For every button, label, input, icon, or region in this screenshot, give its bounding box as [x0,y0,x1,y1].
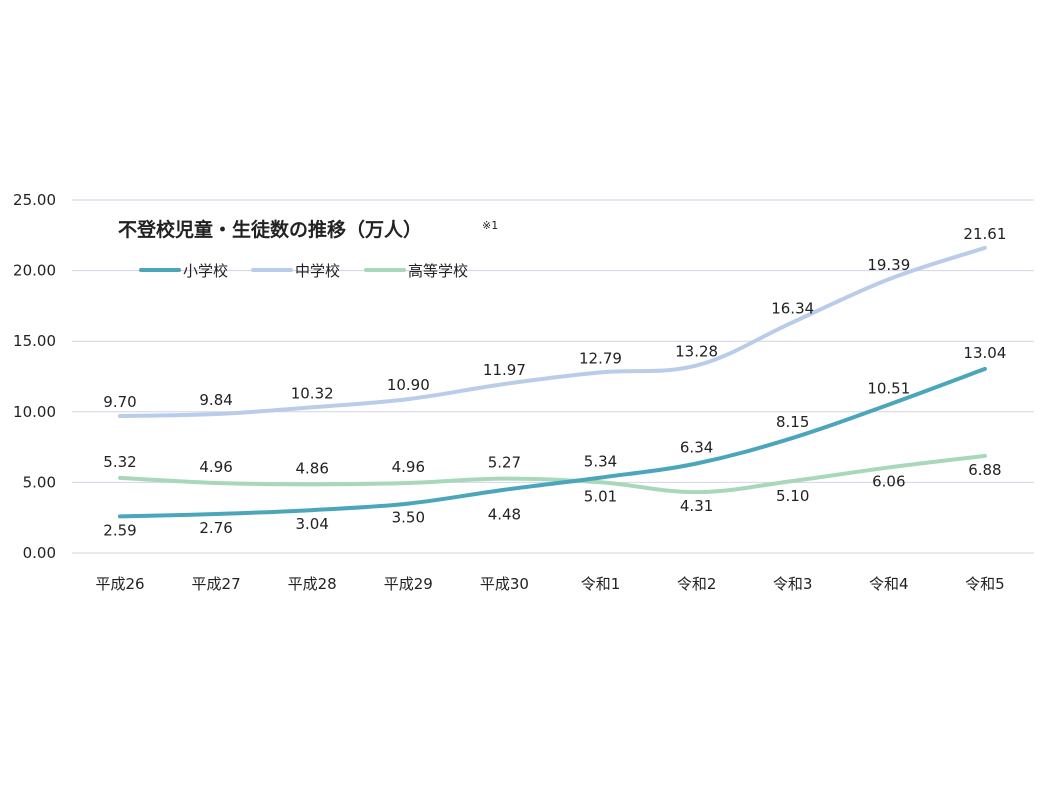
data-label-elementary: 13.04 [963,344,1006,362]
series-line-junior-high [120,248,985,416]
data-label-elementary: 5.34 [584,453,617,471]
y-axis-ticks: 0.00 5.00 10.00 15.00 20.00 25.00 [13,191,56,562]
legend: 小学校 中学校 高等学校 [141,262,468,280]
data-label-junior-high: 12.79 [579,349,622,367]
data-label-elementary: 8.15 [776,413,809,431]
x-axis-ticks: 平成26 平成27 平成28 平成29 平成30 令和1 令和2 令和3 令和4 令和5 [95,575,1004,593]
data-label-high-school: 5.10 [776,487,809,505]
chart-title-note: ※1 [482,219,498,232]
data-label-high-school: 6.88 [968,461,1001,479]
series-line-high-school [120,456,985,492]
data-label-high-school: 5.32 [103,453,136,471]
data-label-elementary: 2.76 [199,519,232,537]
data-label-high-school: 6.06 [872,472,905,490]
data-label-junior-high: 10.90 [387,376,430,394]
data-label-high-school: 5.27 [488,454,521,472]
data-label-junior-high: 10.32 [291,384,334,402]
legend-label-elementary: 小学校 [183,262,228,280]
x-tick-label: 平成29 [384,575,433,593]
data-label-elementary: 3.50 [392,509,425,527]
data-label-junior-high: 11.97 [483,361,526,379]
data-label-high-school: 4.86 [295,459,328,477]
data-label-elementary: 2.59 [103,521,136,539]
series-line-elementary [120,369,985,517]
x-tick-label: 令和3 [773,575,813,593]
data-label-junior-high: 9.84 [199,391,232,409]
data-label-elementary: 4.48 [488,506,521,524]
chart-title: 不登校児童・生徒数の推移（万人） [118,218,422,241]
chart-title-group: 不登校児童・生徒数の推移（万人） ※1 [118,218,498,241]
data-label-elementary: 10.51 [867,380,910,398]
x-tick-label: 令和2 [677,575,717,593]
data-label-high-school: 4.96 [199,458,232,476]
data-label-junior-high: 21.61 [963,225,1006,243]
data-label-junior-high: 9.70 [103,393,136,411]
data-label-junior-high: 13.28 [675,342,718,360]
data-label-elementary: 3.04 [295,515,328,533]
data-label-elementary: 6.34 [680,438,713,456]
data-label-high-school: 4.96 [392,458,425,476]
data-label-junior-high: 19.39 [867,256,910,274]
data-label-junior-high: 16.34 [771,299,814,317]
data-labels: 2.59 2.76 3.04 3.50 4.48 5.34 6.34 8.15 10.51 13.… [103,225,1006,540]
y-tick-label: 0.00 [23,544,56,562]
y-tick-label: 5.00 [23,473,56,491]
data-label-high-school: 4.31 [680,497,713,515]
x-tick-label: 平成30 [480,575,529,593]
x-tick-label: 平成27 [192,575,241,593]
x-tick-label: 平成26 [95,575,144,593]
y-tick-label: 10.00 [13,403,56,421]
x-tick-label: 令和5 [965,575,1005,593]
x-tick-label: 平成28 [288,575,337,593]
y-tick-label: 20.00 [13,262,56,280]
data-label-high-school: 5.01 [584,487,617,505]
series-lines [120,248,985,517]
y-tick-label: 25.00 [13,191,56,209]
x-tick-label: 令和1 [581,575,621,593]
y-tick-label: 15.00 [13,332,56,350]
legend-label-high-school: 高等学校 [408,262,468,280]
x-tick-label: 令和4 [869,575,909,593]
legend-label-junior-high: 中学校 [295,262,340,280]
